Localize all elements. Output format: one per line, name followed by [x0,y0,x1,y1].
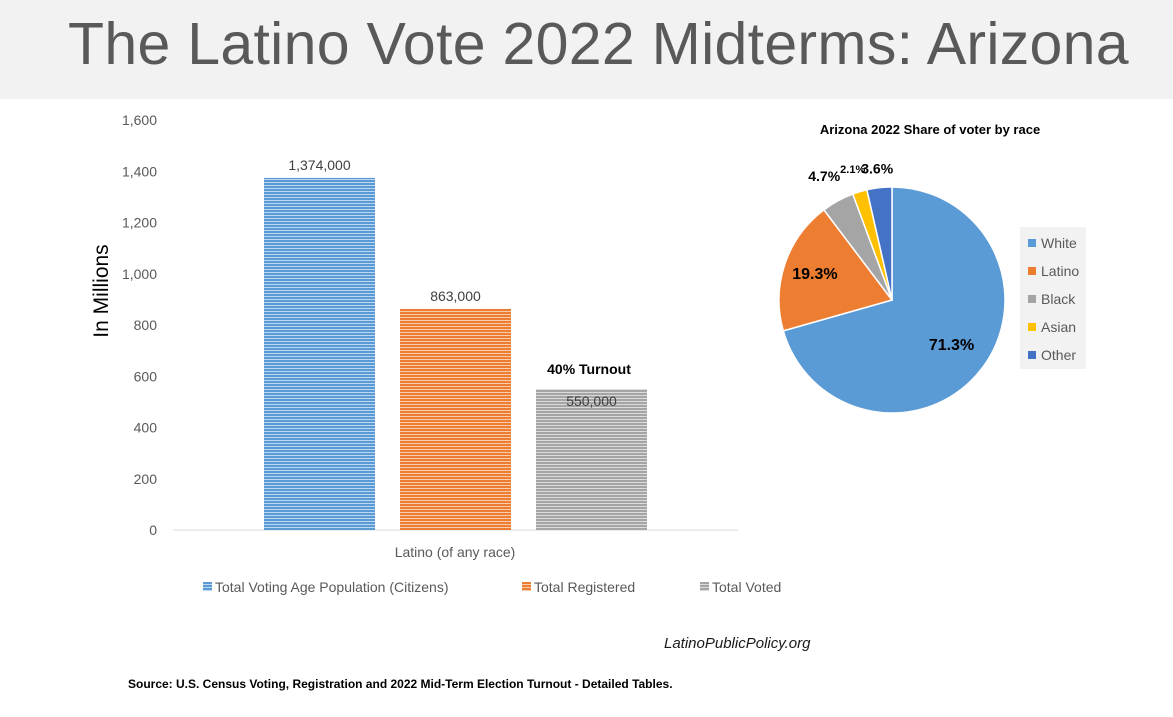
pie-legend-label: Asian [1041,319,1076,335]
pie-legend-label: White [1041,235,1077,251]
y-tick-label: 1,400 [122,163,157,179]
pie-value-label: 3.6% [861,161,893,177]
page-title: The Latino Vote 2022 Midterms: Arizona [68,11,1129,77]
bar [400,308,511,530]
bar-legend: Total Voting Age Population (Citizens) To… [203,579,781,595]
y-tick-label: 0 [149,522,157,538]
y-tick-label: 1,000 [122,266,157,282]
title-band: The Latino Vote 2022 Midterms: Arizona [0,0,1173,99]
pie-labels: 71.3% 19.3% 4.7% 2.1%3.6% [792,161,974,354]
pie-value-label: 4.7% [808,168,840,184]
pie-slice [782,186,1006,414]
y-tick-label: 800 [134,317,158,333]
pie-legend-swatch [1028,351,1036,359]
pie-slices [778,186,1006,414]
pie-chart: Arizona 2022 Share of voter by race 71.3… [778,122,1086,414]
y-axis-ticks: 1,600 1,400 1,200 1,000 800 600 400 200 0 [122,112,157,538]
pie-value-label: 19.3% [792,266,837,283]
legend-swatch [203,582,212,591]
category-label: Latino (of any race) [395,544,516,560]
y-axis-label: In Millions [90,244,113,337]
legend-label: Total Registered [534,579,635,595]
y-tick-label: 1,200 [122,215,157,231]
legend-label: Total Voted [712,579,781,595]
pie-legend: White Latino Black Asian Other [1028,235,1079,363]
pie-title: Arizona 2022 Share of voter by race [820,122,1040,137]
turnout-annotation: 40% Turnout [547,361,631,377]
pie-legend-swatch [1028,239,1036,247]
bar-value-label: 863,000 [430,288,481,304]
pie-legend-swatch [1028,267,1036,275]
pie-slice [866,186,893,301]
bar-value-label: 1,374,000 [288,157,350,173]
bar [536,389,647,530]
y-tick-label: 400 [134,420,158,436]
pie-legend-label: Other [1041,347,1076,363]
pie-legend-label: Black [1041,291,1076,307]
y-tick-label: 1,600 [122,112,157,128]
pie-value-label: 71.3% [929,337,974,354]
source-note: Source: U.S. Census Voting, Registration… [128,677,673,691]
bar-value-label: 550,000 [566,393,617,409]
pie-legend-swatch [1028,295,1036,303]
pie-value-label: 2.1% [840,164,865,176]
pie-legend-label: Latino [1041,263,1079,279]
bar-series: 1,374,000 863,000 550,000 [264,157,647,530]
website-credit: LatinoPublicPolicy.org [664,635,811,652]
y-tick-label: 200 [134,471,158,487]
bar-chart: 1,600 1,400 1,200 1,000 800 600 400 200 0 1,374,… [90,112,781,595]
legend-swatch [700,582,709,591]
pie-legend-swatch [1028,323,1036,331]
legend-swatch [522,582,531,591]
pie-slice [778,208,894,332]
legend-label: Total Voting Age Population (Citizens) [215,579,448,595]
y-tick-label: 600 [134,368,158,384]
bar [264,177,375,530]
